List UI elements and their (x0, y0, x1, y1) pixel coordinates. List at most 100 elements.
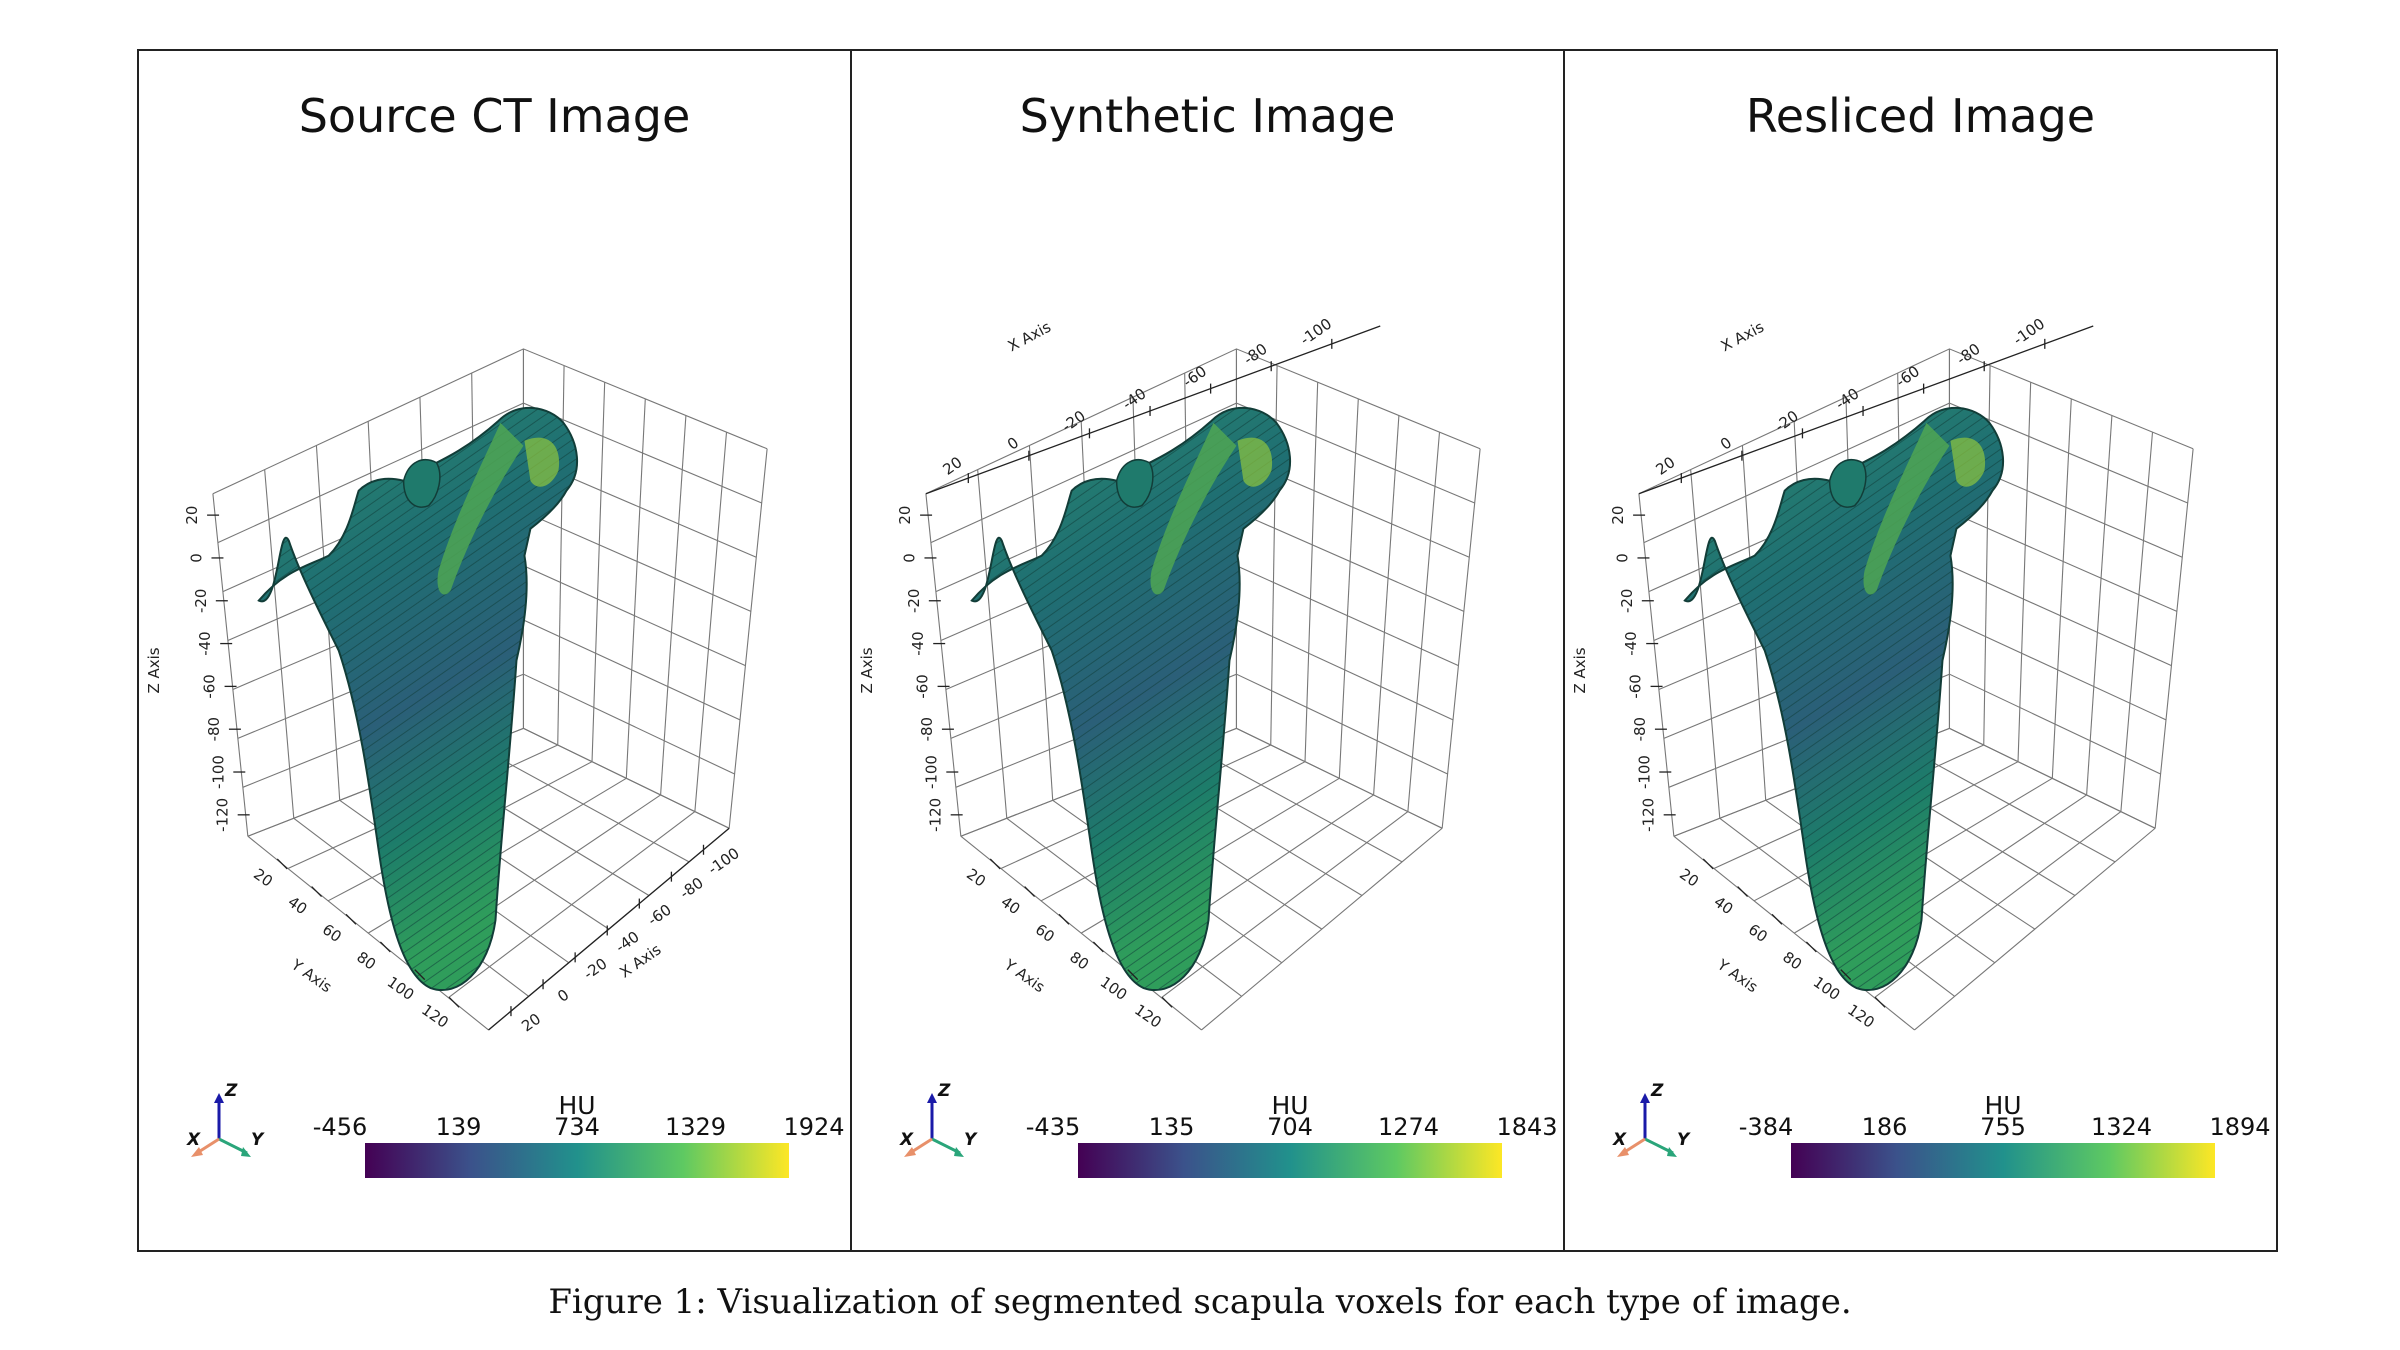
triad-y-head (954, 1147, 964, 1157)
triad-x-head (904, 1147, 916, 1157)
colorbar-tick: 1924 (783, 1113, 845, 1141)
colorbar: HU -456 139 734 1329 1924 (313, 1091, 845, 1181)
colorbar-ticks: -384 186 755 1324 1894 (1739, 1113, 2271, 1141)
grid-line (1407, 432, 1441, 812)
x-tick-label: -60 (644, 901, 674, 930)
z-tick-label: -100 (209, 755, 227, 789)
y-tick-label: 100 (1097, 973, 1131, 1004)
grid-line (930, 402, 1475, 544)
y-tick (989, 858, 1001, 870)
y-tick (414, 969, 426, 981)
scapula-texture (1684, 407, 2004, 991)
triad-y-head (241, 1147, 251, 1157)
x-tick-label: -100 (2010, 315, 2048, 349)
orientation-triad-icon: Z Y X (899, 1081, 978, 1157)
grid-line (925, 348, 1481, 495)
triad-z-head (214, 1093, 224, 1103)
y-tick-label: 20 (1676, 865, 1702, 891)
grid-line (1638, 493, 1675, 837)
scapula-surface (1683, 406, 2005, 991)
y-tick-label: 20 (963, 865, 989, 891)
colorbar-tick: 1894 (2209, 1113, 2271, 1141)
colorbar-tick: 1324 (2090, 1113, 2153, 1141)
scapula-texture (971, 407, 1291, 991)
x-axis-line (925, 325, 1381, 495)
grid-line (523, 727, 730, 829)
x-tick-label: -100 (1297, 315, 1335, 349)
x-tick-label: -40 (1832, 384, 1862, 413)
grid-line (217, 402, 762, 544)
z-tick-label: -60 (201, 674, 219, 698)
colorbar-tick: 704 (1267, 1113, 1313, 1141)
y-tick (1737, 886, 1749, 898)
y-tick (1771, 913, 1783, 925)
colorbar-title: HU (1984, 1091, 2022, 1120)
y-tick-label: 60 (319, 920, 345, 946)
panel-title: Resliced Image (1745, 89, 2096, 143)
panel-source-ct: Source CT Image 20 0 -20 -40 -60 -80 -100 -120 Z… (139, 51, 850, 1250)
z-tick-label: -40 (909, 631, 927, 655)
y-tick (1805, 941, 1817, 953)
y-axis-label: Y Axis (287, 955, 335, 996)
y-tick (1161, 996, 1173, 1008)
grid-line (2051, 398, 2072, 779)
z-axis: 20 0 -20 -40 -60 -80 -100 -120 (1609, 506, 1676, 832)
y-tick-label: 60 (1745, 920, 1771, 946)
triad-x-head (191, 1147, 203, 1157)
scapula-surface (970, 406, 1292, 991)
scapula-plot: 20 0 -20 -40 -60 -80 -100 -120 Z Axis 20 40 60 80100… (1571, 315, 2194, 1032)
colorbar-tick: 755 (1980, 1113, 2026, 1141)
scapula-plot: 20 0 -20 -40 -60 -80 -100 -120 Z Axis 20 40 60 80100… (858, 315, 1481, 1032)
grid-line (2154, 448, 2194, 829)
triad-x-label: X (186, 1130, 201, 1150)
z-axis-label: Z Axis (145, 647, 163, 693)
grid-line (2086, 415, 2113, 796)
grid-line (625, 398, 646, 779)
grid-line (1690, 469, 1721, 819)
grid-line (264, 469, 295, 819)
scapula-surface (257, 406, 579, 991)
y-tick (1127, 969, 1139, 981)
scapula-spine (1150, 422, 1237, 595)
grid-line (591, 382, 606, 762)
triad-z-head (1640, 1093, 1650, 1103)
grid-line (1441, 448, 1481, 829)
grid-line (2017, 382, 2032, 762)
z-tick-label: -120 (214, 798, 232, 832)
y-axis-label: Y Axis (1000, 955, 1048, 996)
z-axis-label: Z Axis (1571, 647, 1589, 693)
y-tick-label: 40 (285, 893, 311, 919)
grid-line (477, 745, 690, 863)
grid-line (728, 448, 768, 829)
x-axis-line (1638, 325, 2094, 495)
z-tick-label: -20 (905, 589, 923, 613)
z-tick-label: 20 (183, 506, 201, 525)
panel-synthetic: Synthetic Image 20 0 -20 -40 -60 -80 -100 -120 Z… (850, 51, 1563, 1250)
grid-line (1638, 348, 2194, 495)
scapula-coracoid (1828, 459, 1867, 508)
colorbar-tick: -384 (1738, 1113, 1794, 1141)
grid-line (1201, 827, 1443, 1031)
x-tick-label: -80 (1953, 340, 1983, 369)
grid-line (977, 469, 1008, 819)
triad-z-head (927, 1093, 937, 1103)
figure-caption: Figure 1: Visualization of segmented sca… (548, 1282, 1852, 1322)
y-tick (311, 886, 323, 898)
grid-line (1949, 727, 2156, 829)
colorbar-ticks: -456 139 734 1329 1924 (313, 1113, 845, 1141)
grid-line (660, 415, 687, 796)
colorbar-gradient (1791, 1143, 2215, 1178)
z-tick-label: 20 (896, 506, 914, 525)
y-tick-label: 120 (1131, 1001, 1165, 1032)
triad-z-label: Z (937, 1081, 951, 1101)
x-tick-label: -20 (580, 954, 610, 983)
colorbar-tick: 1329 (664, 1113, 727, 1141)
y-tick (1702, 858, 1714, 870)
z-tick-label: 0 (1613, 553, 1631, 563)
grid-line (2120, 432, 2154, 812)
colorbar-gradient (365, 1143, 789, 1178)
y-tick-label: 60 (1032, 920, 1058, 946)
colorbar-tick: -456 (312, 1113, 368, 1141)
z-tick-label: -100 (1635, 755, 1653, 789)
colorbar-tick: -435 (1025, 1113, 1081, 1141)
